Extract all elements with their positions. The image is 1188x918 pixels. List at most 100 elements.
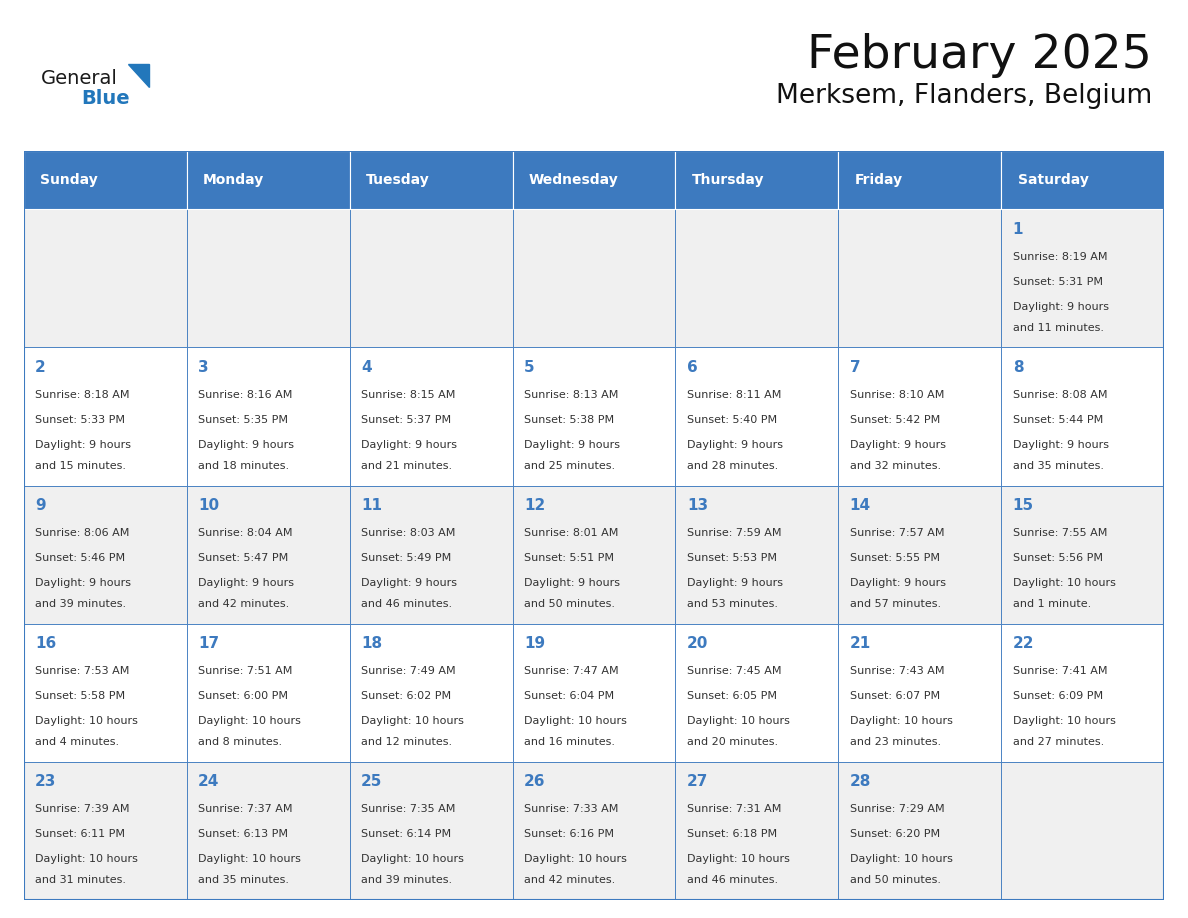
Text: Sunrise: 8:06 AM: Sunrise: 8:06 AM xyxy=(36,529,129,538)
Text: 25: 25 xyxy=(361,774,383,789)
Text: Wednesday: Wednesday xyxy=(529,174,619,187)
Text: 7: 7 xyxy=(849,360,860,375)
Text: 2: 2 xyxy=(36,360,46,375)
Bar xyxy=(24,348,187,486)
Text: Sunset: 6:20 PM: Sunset: 6:20 PM xyxy=(849,829,940,839)
Text: and 12 minutes.: and 12 minutes. xyxy=(361,737,453,746)
Text: and 15 minutes.: and 15 minutes. xyxy=(36,461,126,471)
Text: 1: 1 xyxy=(1012,222,1023,237)
Text: Daylight: 9 hours: Daylight: 9 hours xyxy=(36,578,131,588)
Bar xyxy=(349,348,512,486)
Bar xyxy=(349,209,512,348)
Text: Sunset: 5:44 PM: Sunset: 5:44 PM xyxy=(1012,415,1102,425)
Text: Daylight: 9 hours: Daylight: 9 hours xyxy=(687,578,783,588)
Text: Sunrise: 8:11 AM: Sunrise: 8:11 AM xyxy=(687,390,782,400)
Text: Sunset: 6:02 PM: Sunset: 6:02 PM xyxy=(361,691,451,701)
Text: Daylight: 9 hours: Daylight: 9 hours xyxy=(524,578,620,588)
Text: Sunrise: 7:29 AM: Sunrise: 7:29 AM xyxy=(849,804,944,814)
Text: Thursday: Thursday xyxy=(691,174,764,187)
Bar xyxy=(1001,209,1164,348)
Text: Sunrise: 7:49 AM: Sunrise: 7:49 AM xyxy=(361,666,456,677)
Text: 9: 9 xyxy=(36,498,46,513)
Bar xyxy=(512,762,676,900)
Text: Sunrise: 8:16 AM: Sunrise: 8:16 AM xyxy=(198,390,292,400)
Text: 24: 24 xyxy=(198,774,220,789)
Bar xyxy=(349,762,512,900)
Text: and 8 minutes.: and 8 minutes. xyxy=(198,737,283,746)
Text: Sunset: 5:33 PM: Sunset: 5:33 PM xyxy=(36,415,125,425)
Text: Tuesday: Tuesday xyxy=(366,174,430,187)
Text: Sunset: 5:35 PM: Sunset: 5:35 PM xyxy=(198,415,289,425)
Text: 21: 21 xyxy=(849,636,871,651)
Text: 19: 19 xyxy=(524,636,545,651)
Text: Sunset: 5:49 PM: Sunset: 5:49 PM xyxy=(361,554,451,563)
Text: and 1 minute.: and 1 minute. xyxy=(1012,599,1091,609)
Text: Daylight: 10 hours: Daylight: 10 hours xyxy=(361,716,463,726)
Text: 3: 3 xyxy=(198,360,209,375)
Text: Sunrise: 7:51 AM: Sunrise: 7:51 AM xyxy=(198,666,292,677)
Text: Sunrise: 7:37 AM: Sunrise: 7:37 AM xyxy=(198,804,292,814)
Text: Daylight: 9 hours: Daylight: 9 hours xyxy=(36,440,131,450)
Bar xyxy=(512,623,676,762)
Text: Sunset: 6:18 PM: Sunset: 6:18 PM xyxy=(687,829,777,839)
Bar xyxy=(24,209,187,348)
Text: 15: 15 xyxy=(1012,498,1034,513)
Bar xyxy=(24,151,187,209)
Text: and 11 minutes.: and 11 minutes. xyxy=(1012,322,1104,332)
Bar xyxy=(839,762,1001,900)
Text: and 50 minutes.: and 50 minutes. xyxy=(849,875,941,885)
Text: 16: 16 xyxy=(36,636,56,651)
Bar xyxy=(839,486,1001,623)
Text: and 46 minutes.: and 46 minutes. xyxy=(687,875,778,885)
Text: Daylight: 9 hours: Daylight: 9 hours xyxy=(1012,440,1108,450)
Text: Sunrise: 7:59 AM: Sunrise: 7:59 AM xyxy=(687,529,782,538)
Bar xyxy=(349,623,512,762)
Bar xyxy=(24,762,187,900)
Bar xyxy=(1001,762,1164,900)
Text: 18: 18 xyxy=(361,636,383,651)
Text: Sunrise: 7:31 AM: Sunrise: 7:31 AM xyxy=(687,804,782,814)
Bar xyxy=(512,348,676,486)
Text: 27: 27 xyxy=(687,774,708,789)
Text: Sunrise: 8:08 AM: Sunrise: 8:08 AM xyxy=(1012,390,1107,400)
Text: Daylight: 9 hours: Daylight: 9 hours xyxy=(687,440,783,450)
Text: Daylight: 9 hours: Daylight: 9 hours xyxy=(361,440,457,450)
Text: Sunset: 5:55 PM: Sunset: 5:55 PM xyxy=(849,554,940,563)
Text: and 27 minutes.: and 27 minutes. xyxy=(1012,737,1104,746)
Bar xyxy=(187,151,349,209)
Text: Monday: Monday xyxy=(203,174,264,187)
Text: Daylight: 10 hours: Daylight: 10 hours xyxy=(198,716,301,726)
Text: and 18 minutes.: and 18 minutes. xyxy=(198,461,289,471)
Text: Sunset: 6:14 PM: Sunset: 6:14 PM xyxy=(361,829,451,839)
Bar xyxy=(24,486,187,623)
Bar xyxy=(1001,348,1164,486)
Bar xyxy=(676,762,839,900)
Text: Sunrise: 7:41 AM: Sunrise: 7:41 AM xyxy=(1012,666,1107,677)
Text: Sunrise: 7:43 AM: Sunrise: 7:43 AM xyxy=(849,666,944,677)
Text: Daylight: 10 hours: Daylight: 10 hours xyxy=(1012,578,1116,588)
Text: Saturday: Saturday xyxy=(1018,174,1088,187)
Text: 8: 8 xyxy=(1012,360,1023,375)
Text: and 42 minutes.: and 42 minutes. xyxy=(198,599,290,609)
Text: Sunset: 6:11 PM: Sunset: 6:11 PM xyxy=(36,829,125,839)
Text: Sunset: 5:38 PM: Sunset: 5:38 PM xyxy=(524,415,614,425)
Text: Sunset: 5:37 PM: Sunset: 5:37 PM xyxy=(361,415,451,425)
Text: Daylight: 9 hours: Daylight: 9 hours xyxy=(198,440,295,450)
Text: Sunrise: 7:53 AM: Sunrise: 7:53 AM xyxy=(36,666,129,677)
Text: Sunset: 5:42 PM: Sunset: 5:42 PM xyxy=(849,415,940,425)
Bar xyxy=(1001,151,1164,209)
Bar xyxy=(512,486,676,623)
Text: Sunrise: 7:33 AM: Sunrise: 7:33 AM xyxy=(524,804,618,814)
Text: Sunset: 5:53 PM: Sunset: 5:53 PM xyxy=(687,554,777,563)
Text: Merksem, Flanders, Belgium: Merksem, Flanders, Belgium xyxy=(776,84,1152,109)
Text: Sunrise: 8:13 AM: Sunrise: 8:13 AM xyxy=(524,390,618,400)
Text: 14: 14 xyxy=(849,498,871,513)
Text: Daylight: 9 hours: Daylight: 9 hours xyxy=(361,578,457,588)
Bar xyxy=(1001,623,1164,762)
Text: 20: 20 xyxy=(687,636,708,651)
Text: and 42 minutes.: and 42 minutes. xyxy=(524,875,615,885)
Text: Daylight: 10 hours: Daylight: 10 hours xyxy=(524,854,627,864)
Bar xyxy=(187,623,349,762)
Text: Sunrise: 7:47 AM: Sunrise: 7:47 AM xyxy=(524,666,619,677)
Text: Sunrise: 8:01 AM: Sunrise: 8:01 AM xyxy=(524,529,618,538)
